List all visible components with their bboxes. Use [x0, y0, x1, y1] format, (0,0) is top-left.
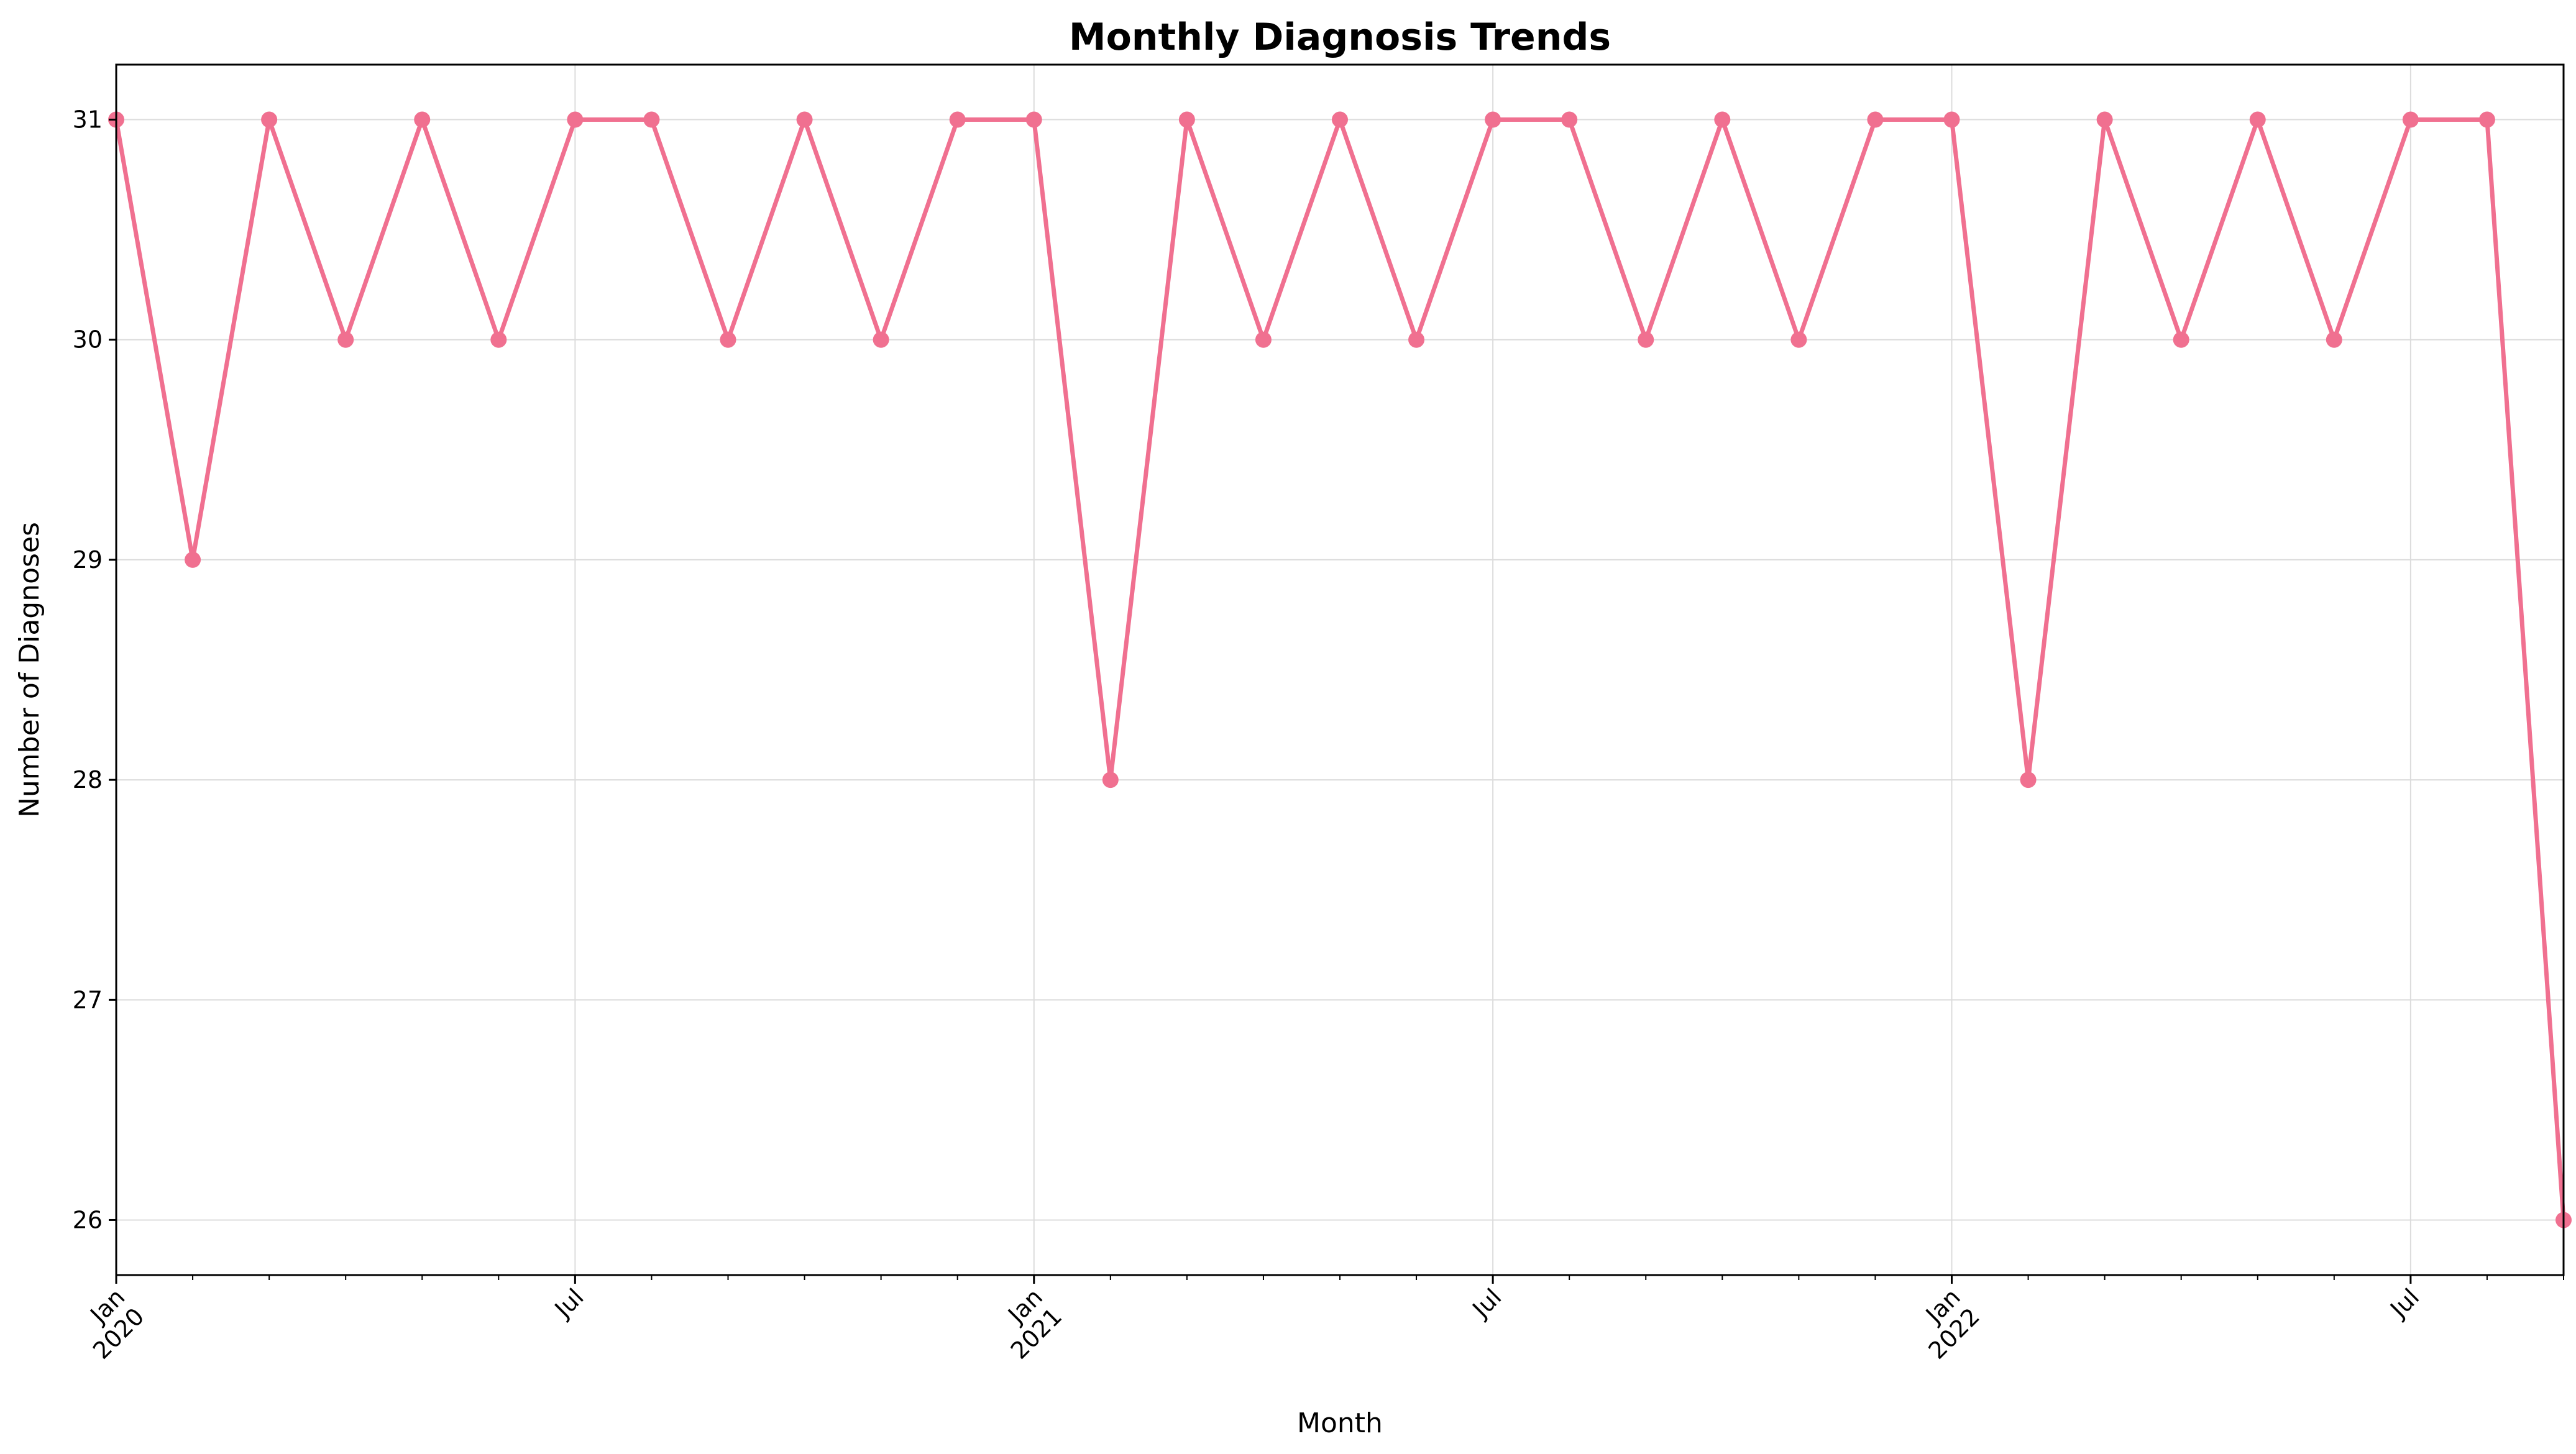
data-point — [1943, 111, 1960, 128]
data-point — [643, 111, 660, 128]
x-tick-label: Jan2021 — [986, 1283, 1068, 1365]
data-point — [796, 111, 813, 128]
data-point — [1102, 772, 1119, 789]
data-point — [1561, 111, 1578, 128]
data-point — [261, 111, 278, 128]
data-point — [567, 111, 584, 128]
data-point — [2326, 331, 2342, 348]
y-tick-label: 30 — [73, 326, 103, 354]
data-point — [2096, 111, 2113, 128]
y-tick-label: 28 — [73, 766, 103, 793]
data-point — [1790, 331, 1807, 348]
data-point — [720, 331, 736, 348]
series-line — [114, 117, 2566, 1222]
x-tick-label: Jul — [1467, 1283, 1507, 1324]
data-point — [337, 331, 354, 348]
x-tick-label: Jul — [549, 1283, 589, 1324]
chart-title: Monthly Diagnosis Trends — [1069, 16, 1611, 59]
x-tick-month: Jul — [2384, 1283, 2424, 1324]
plot-frame — [115, 63, 2565, 1276]
data-point — [1332, 111, 1348, 128]
data-point — [2173, 331, 2189, 348]
x-tick-label: Jan2020 — [68, 1283, 150, 1365]
data-point — [2478, 111, 2495, 128]
x-tick-label: Jul — [2384, 1283, 2424, 1324]
y-tick-label: 26 — [73, 1206, 103, 1233]
data-point — [873, 331, 889, 348]
x-axis-title: Month — [1297, 1407, 1383, 1439]
data-point — [949, 111, 966, 128]
x-tick-month: Jul — [1467, 1283, 1507, 1324]
data-point — [1867, 111, 1884, 128]
data-point — [1408, 331, 1425, 348]
data-point — [1178, 111, 1195, 128]
grid-layer — [116, 65, 2564, 1275]
data-point — [185, 551, 201, 568]
data-point — [1485, 111, 1501, 128]
data-point — [1714, 111, 1731, 128]
y-axis: 26 27 28 29 30 31 — [73, 106, 116, 1233]
data-point — [1255, 331, 1272, 348]
data-point — [1025, 111, 1042, 128]
y-axis-title: Number of Diagnoses — [14, 522, 45, 818]
x-tick-label: Jan2022 — [1904, 1283, 1985, 1365]
data-point — [490, 331, 507, 348]
x-tick-month: Jul — [549, 1283, 589, 1324]
data-point — [2249, 111, 2266, 128]
data-point — [414, 111, 431, 128]
y-tick-label: 29 — [73, 546, 103, 574]
y-tick-label: 31 — [73, 106, 103, 134]
data-point — [1638, 331, 1654, 348]
data-point — [2020, 772, 2037, 789]
series-layer — [108, 111, 2572, 1228]
y-tick-label: 27 — [73, 986, 103, 1013]
x-axis: Jan2020 Jul Jan2021 Jul Jan2022 Jul — [68, 1275, 2564, 1365]
data-point — [2402, 111, 2419, 128]
